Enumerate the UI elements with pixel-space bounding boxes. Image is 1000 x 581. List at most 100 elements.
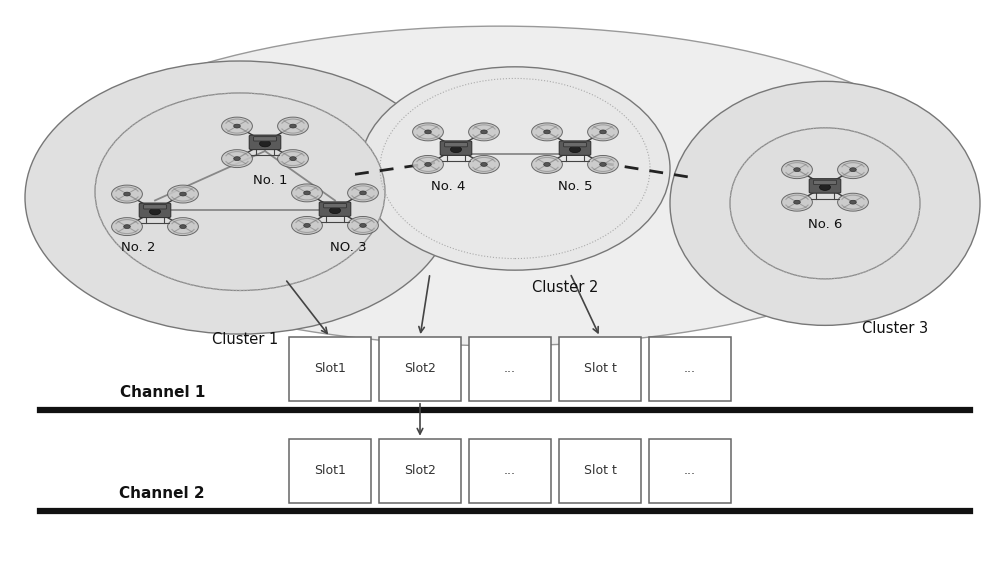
- Circle shape: [260, 141, 270, 147]
- FancyBboxPatch shape: [144, 205, 166, 209]
- Ellipse shape: [95, 93, 385, 290]
- FancyBboxPatch shape: [814, 180, 836, 185]
- Text: ...: ...: [684, 363, 696, 375]
- Circle shape: [469, 156, 499, 173]
- Text: Slot1: Slot1: [314, 363, 346, 375]
- Ellipse shape: [810, 182, 840, 192]
- Circle shape: [782, 161, 812, 178]
- Circle shape: [532, 123, 562, 141]
- FancyBboxPatch shape: [469, 439, 551, 503]
- FancyBboxPatch shape: [469, 337, 551, 401]
- Circle shape: [234, 124, 240, 128]
- Circle shape: [532, 156, 562, 173]
- Circle shape: [820, 184, 830, 191]
- Circle shape: [278, 150, 308, 167]
- Circle shape: [360, 191, 366, 195]
- Circle shape: [782, 193, 812, 211]
- Text: No. 6: No. 6: [808, 218, 842, 231]
- FancyBboxPatch shape: [254, 137, 276, 141]
- Ellipse shape: [320, 206, 350, 216]
- Circle shape: [544, 130, 550, 134]
- Text: ...: ...: [504, 464, 516, 477]
- Text: No. 5: No. 5: [558, 180, 592, 193]
- Circle shape: [481, 130, 487, 134]
- Ellipse shape: [40, 26, 960, 346]
- FancyBboxPatch shape: [249, 135, 281, 149]
- Text: No. 1: No. 1: [253, 174, 287, 187]
- Text: Channel 1: Channel 1: [120, 385, 205, 400]
- Ellipse shape: [250, 139, 280, 149]
- Circle shape: [588, 156, 618, 173]
- Circle shape: [481, 163, 487, 166]
- Circle shape: [290, 124, 296, 128]
- Ellipse shape: [140, 207, 170, 217]
- FancyBboxPatch shape: [379, 337, 461, 401]
- Circle shape: [304, 191, 310, 195]
- Circle shape: [304, 224, 310, 227]
- Text: Slot1: Slot1: [314, 464, 346, 477]
- Text: Slot t: Slot t: [584, 363, 616, 375]
- FancyBboxPatch shape: [139, 203, 171, 217]
- Circle shape: [290, 157, 296, 160]
- Circle shape: [222, 150, 252, 167]
- Circle shape: [794, 168, 800, 171]
- Circle shape: [330, 207, 340, 214]
- Text: Slot t: Slot t: [584, 464, 616, 477]
- Circle shape: [222, 117, 252, 135]
- Circle shape: [348, 217, 378, 234]
- Circle shape: [234, 157, 240, 160]
- Circle shape: [425, 163, 431, 166]
- Circle shape: [838, 193, 868, 211]
- FancyBboxPatch shape: [649, 337, 731, 401]
- Circle shape: [168, 218, 198, 235]
- Circle shape: [570, 146, 580, 153]
- Text: Slot2: Slot2: [404, 464, 436, 477]
- Text: No. 2: No. 2: [121, 241, 155, 254]
- Circle shape: [292, 184, 322, 202]
- FancyBboxPatch shape: [319, 202, 351, 216]
- Circle shape: [450, 146, 462, 153]
- Text: Slot2: Slot2: [404, 363, 436, 375]
- FancyBboxPatch shape: [289, 337, 371, 401]
- FancyBboxPatch shape: [649, 439, 731, 503]
- Circle shape: [469, 123, 499, 141]
- FancyBboxPatch shape: [559, 141, 591, 155]
- Text: ...: ...: [684, 464, 696, 477]
- FancyBboxPatch shape: [440, 141, 472, 155]
- FancyBboxPatch shape: [445, 142, 467, 147]
- Ellipse shape: [560, 145, 590, 155]
- Circle shape: [112, 218, 142, 235]
- Ellipse shape: [441, 145, 471, 155]
- Circle shape: [124, 192, 130, 196]
- Ellipse shape: [670, 81, 980, 325]
- Text: No. 4: No. 4: [431, 180, 465, 193]
- Circle shape: [124, 225, 130, 228]
- Circle shape: [348, 184, 378, 202]
- Circle shape: [112, 185, 142, 203]
- Circle shape: [600, 163, 606, 166]
- Circle shape: [794, 200, 800, 204]
- Text: ...: ...: [504, 363, 516, 375]
- Circle shape: [850, 200, 856, 204]
- FancyBboxPatch shape: [379, 439, 461, 503]
- Circle shape: [600, 130, 606, 134]
- Text: Cluster 3: Cluster 3: [862, 321, 928, 336]
- Circle shape: [360, 224, 366, 227]
- Circle shape: [413, 123, 443, 141]
- Circle shape: [180, 192, 186, 196]
- Circle shape: [544, 163, 550, 166]
- Circle shape: [292, 217, 322, 234]
- Circle shape: [180, 225, 186, 228]
- Circle shape: [850, 168, 856, 171]
- FancyBboxPatch shape: [289, 439, 371, 503]
- Ellipse shape: [25, 61, 455, 334]
- Text: Channel 2: Channel 2: [119, 486, 205, 501]
- FancyBboxPatch shape: [559, 439, 641, 503]
- Ellipse shape: [730, 128, 920, 279]
- FancyBboxPatch shape: [324, 203, 346, 208]
- Text: Cluster 1: Cluster 1: [212, 332, 278, 347]
- FancyBboxPatch shape: [559, 337, 641, 401]
- Text: NO. 3: NO. 3: [330, 241, 366, 254]
- FancyBboxPatch shape: [564, 142, 586, 147]
- Circle shape: [278, 117, 308, 135]
